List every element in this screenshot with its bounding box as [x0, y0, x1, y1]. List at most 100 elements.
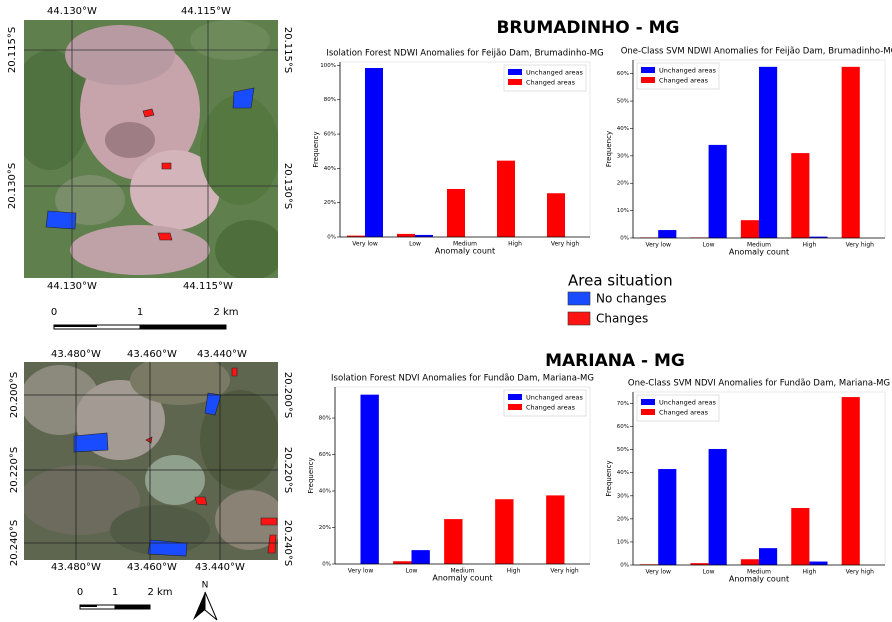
x-axis-label: Anomaly count — [729, 575, 789, 584]
bar — [759, 67, 777, 238]
bar — [741, 559, 759, 565]
map-coord: 43.460°W — [127, 562, 177, 573]
y-tick-label: 0% — [620, 563, 629, 569]
bar — [709, 145, 727, 238]
x-tick-label: Very low — [348, 568, 374, 575]
bar — [497, 161, 515, 237]
bar — [842, 67, 860, 238]
y-tick-label: 20% — [324, 200, 336, 206]
x-tick-label: Very low — [352, 241, 378, 248]
y-tick-label: 0% — [322, 562, 331, 568]
y-tick-label: 40% — [319, 489, 331, 495]
map-coord: 43.440°W — [197, 349, 247, 360]
map-coord: 43.460°W — [127, 349, 177, 360]
legend-swatch — [508, 79, 522, 85]
x-tick-label: Very high — [550, 568, 579, 575]
legend-swatch — [641, 77, 655, 83]
y-tick-label: 40% — [324, 166, 336, 172]
map-coord: 44.130°W — [47, 6, 97, 17]
legend-label: Unchanged areas — [526, 69, 583, 77]
map-coord: 44.115°W — [183, 281, 233, 292]
x-tick-label: Low — [703, 242, 715, 249]
bar — [397, 234, 415, 237]
scale-bar — [54, 325, 226, 329]
legend-swatch — [568, 312, 590, 325]
y-tick-label: 70% — [617, 401, 629, 407]
map-coord: 43.440°W — [195, 562, 245, 573]
chart-title: One-Class SVM NDWI Anomalies for Feijão … — [621, 47, 892, 57]
y-tick-label: 80% — [319, 416, 331, 422]
scale-label: 0 — [77, 587, 83, 598]
y-axis-label: Frequency — [605, 460, 613, 496]
scale-label: 2 km — [213, 307, 238, 318]
y-tick-label: 0% — [620, 236, 629, 242]
y-tick-label: 30% — [617, 153, 629, 159]
bar — [393, 561, 411, 564]
y-tick-label: 100% — [320, 63, 336, 69]
bar — [809, 562, 827, 565]
map-brumadinho — [10, 20, 285, 280]
y-tick-label: 80% — [324, 97, 336, 103]
chart-title: Isolation Forest NDVI Anomalies for Fund… — [331, 374, 594, 384]
legend-label: Changed areas — [526, 79, 576, 87]
legend-label: Changed areas — [659, 77, 709, 85]
y-tick-label: 30% — [617, 493, 629, 499]
legend-swatch — [508, 404, 522, 410]
bar — [546, 495, 564, 564]
map-coord: 20.130°S — [7, 163, 18, 209]
y-axis-label: Frequency — [312, 131, 320, 167]
bar — [447, 189, 465, 237]
map-coord: 44.130°W — [47, 281, 97, 292]
bar — [547, 193, 565, 237]
legend-label: Changed areas — [659, 409, 709, 417]
x-tick-label: Very low — [645, 569, 671, 576]
bar — [658, 469, 676, 565]
y-tick-label: 60% — [617, 71, 629, 77]
bar — [791, 508, 809, 565]
x-tick-label: Very high — [846, 569, 875, 576]
legend-swatch — [508, 394, 522, 400]
y-tick-label: 40% — [617, 126, 629, 132]
map-coord: 20.115°S — [282, 27, 293, 73]
legend-swatch — [641, 409, 655, 415]
bar — [495, 499, 513, 564]
y-axis-label: Frequency — [605, 131, 613, 167]
y-tick-label: 20% — [617, 516, 629, 522]
region-title: BRUMADINHO - MG — [496, 18, 679, 38]
legend-label: No changes — [596, 292, 667, 306]
map-coord: 20.240°S — [282, 520, 293, 566]
x-tick-label: Very low — [645, 242, 671, 249]
map-coord: 20.220°S — [9, 447, 20, 493]
chart-title: Isolation Forest NDWI Anomalies for Feij… — [326, 49, 603, 59]
north-label: N — [202, 581, 209, 591]
x-axis-label: Anomaly count — [435, 247, 495, 256]
chart-title: One-Class SVM NDVI Anomalies for Fundão … — [628, 379, 890, 389]
map-coord: 20.200°S — [9, 372, 20, 418]
legend-swatch — [641, 67, 655, 73]
map-coord: 20.130°S — [282, 163, 293, 209]
scale-label: 1 — [137, 307, 143, 318]
legend-swatch — [508, 69, 522, 75]
x-tick-label: High — [803, 242, 817, 249]
y-tick-label: 20% — [319, 525, 331, 531]
bar — [365, 68, 383, 237]
bar — [759, 548, 777, 565]
map-coord: 43.480°W — [51, 349, 101, 360]
map-coord: 20.200°S — [282, 372, 293, 418]
legend-swatch — [641, 399, 655, 405]
y-tick-label: 0% — [327, 235, 336, 241]
bar — [741, 220, 759, 238]
y-tick-label: 50% — [617, 447, 629, 453]
y-tick-label: 60% — [319, 452, 331, 458]
scale-bar — [80, 605, 150, 609]
x-tick-label: Very high — [551, 241, 580, 248]
x-axis-label: Anomaly count — [432, 574, 492, 583]
map-coord: 20.220°S — [282, 447, 293, 493]
x-tick-label: Very high — [846, 242, 875, 249]
x-tick-label: High — [507, 568, 521, 575]
x-tick-label: High — [803, 569, 817, 576]
bar — [709, 449, 727, 565]
bar — [658, 230, 676, 238]
y-tick-label: 40% — [617, 470, 629, 476]
legend-label: Unchanged areas — [526, 394, 583, 402]
